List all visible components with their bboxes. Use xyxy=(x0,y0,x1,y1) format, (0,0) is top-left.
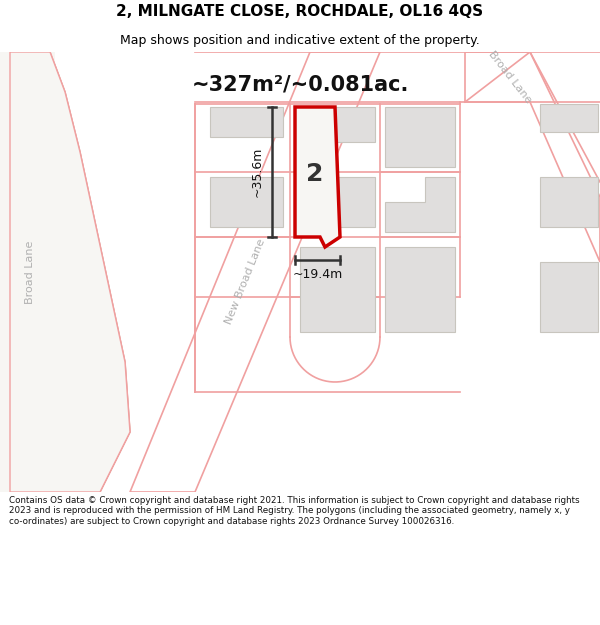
Polygon shape xyxy=(385,247,455,332)
Polygon shape xyxy=(540,104,598,132)
Text: ~327m²/~0.081ac.: ~327m²/~0.081ac. xyxy=(191,74,409,94)
Polygon shape xyxy=(540,262,598,332)
Text: New Broad Lane: New Broad Lane xyxy=(223,238,267,326)
Text: Contains OS data © Crown copyright and database right 2021. This information is : Contains OS data © Crown copyright and d… xyxy=(9,496,580,526)
Text: 2, MILNGATE CLOSE, ROCHDALE, OL16 4QS: 2, MILNGATE CLOSE, ROCHDALE, OL16 4QS xyxy=(116,4,484,19)
Polygon shape xyxy=(210,107,283,137)
Polygon shape xyxy=(130,52,380,492)
Polygon shape xyxy=(465,52,600,262)
Polygon shape xyxy=(385,107,455,167)
Polygon shape xyxy=(295,107,340,247)
Polygon shape xyxy=(0,52,130,492)
Text: Broad Lane: Broad Lane xyxy=(487,49,533,105)
Text: 2: 2 xyxy=(307,162,323,186)
Polygon shape xyxy=(385,177,455,232)
Polygon shape xyxy=(540,177,598,227)
Text: Map shows position and indicative extent of the property.: Map shows position and indicative extent… xyxy=(120,34,480,47)
Polygon shape xyxy=(300,247,375,332)
Polygon shape xyxy=(300,107,375,142)
Text: Broad Lane: Broad Lane xyxy=(25,240,35,304)
Polygon shape xyxy=(0,52,55,492)
Polygon shape xyxy=(300,177,375,227)
Polygon shape xyxy=(10,52,130,492)
Polygon shape xyxy=(210,177,283,227)
Text: ~35.6m: ~35.6m xyxy=(251,147,264,198)
Text: ~19.4m: ~19.4m xyxy=(292,268,343,281)
